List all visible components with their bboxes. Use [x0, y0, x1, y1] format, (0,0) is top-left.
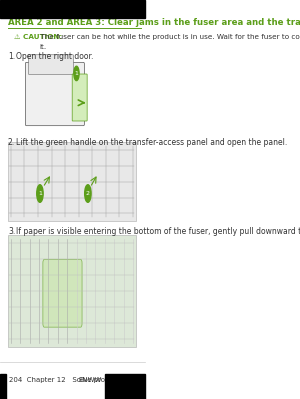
Text: 1: 1 — [38, 191, 42, 196]
Text: ENWW: ENWW — [78, 377, 102, 383]
Text: Lift the green handle on the transfer-access panel and open the panel.: Lift the green handle on the transfer-ac… — [16, 138, 287, 147]
Text: 2: 2 — [86, 191, 90, 196]
Text: 2.: 2. — [8, 138, 15, 147]
Bar — [0, 0, 145, 18]
Circle shape — [37, 185, 43, 202]
Bar — [0, 374, 6, 399]
FancyBboxPatch shape — [26, 62, 84, 126]
Text: 3.: 3. — [8, 227, 15, 237]
Text: AREA 2 and AREA 3: Clear jams in the fuser area and the transfer area: AREA 2 and AREA 3: Clear jams in the fus… — [8, 18, 300, 27]
FancyBboxPatch shape — [43, 259, 82, 327]
Bar — [8, 235, 136, 347]
Text: 1.: 1. — [8, 52, 15, 61]
Text: it.: it. — [39, 44, 46, 50]
Text: The fuser can be hot while the product is in use. Wait for the fuser to cool bef: The fuser can be hot while the product i… — [36, 34, 300, 40]
Text: Open the right door.: Open the right door. — [16, 52, 93, 61]
Bar — [105, 374, 145, 399]
FancyBboxPatch shape — [28, 55, 74, 75]
Text: 204  Chapter 12   Solve problems: 204 Chapter 12 Solve problems — [9, 377, 126, 383]
Text: 1: 1 — [74, 71, 78, 76]
Bar — [8, 142, 136, 221]
Text: ⚠ CAUTION:: ⚠ CAUTION: — [14, 34, 62, 40]
Circle shape — [74, 66, 79, 81]
FancyBboxPatch shape — [72, 74, 87, 121]
Text: If paper is visible entering the bottom of the fuser, gently pull downward to re: If paper is visible entering the bottom … — [16, 227, 300, 237]
Circle shape — [85, 185, 91, 202]
